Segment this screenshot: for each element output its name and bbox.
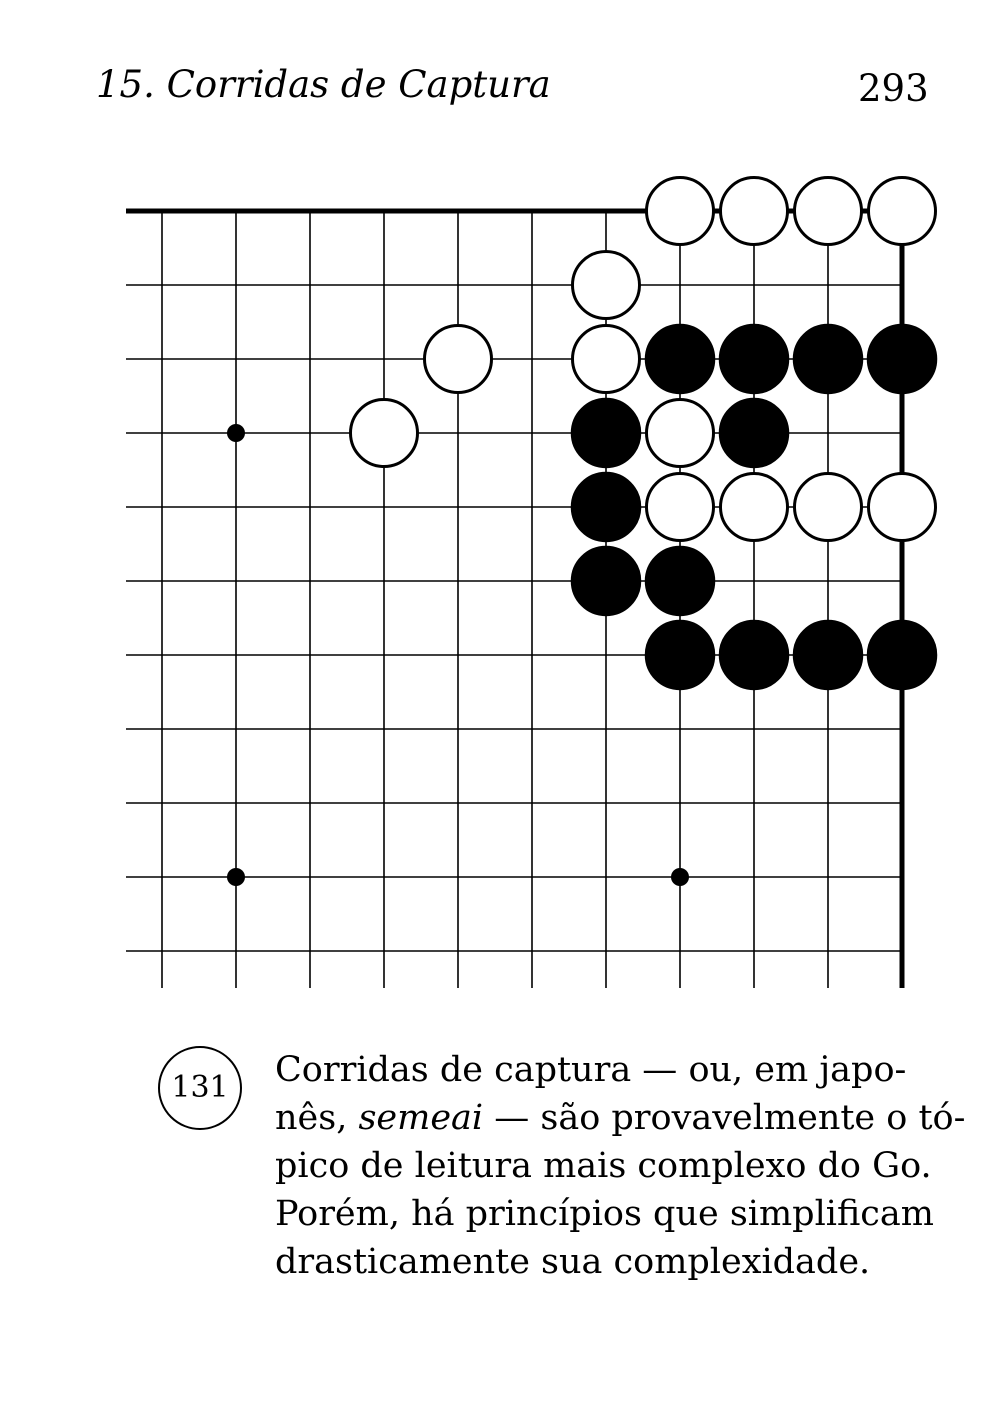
white-stone (867, 472, 937, 542)
black-stone (570, 545, 642, 617)
white-stone (349, 398, 419, 468)
caption-line: Corridas de captura — ou, em japo- (275, 1050, 907, 1090)
running-title: 15. Corridas de Captura (96, 63, 551, 106)
black-stone (792, 323, 864, 395)
white-stone (867, 176, 937, 246)
hoshi-point (227, 868, 245, 886)
white-stone (793, 472, 863, 542)
caption-text: — são provavelmente o tó- (483, 1098, 966, 1138)
caption-emphasis: semeai (358, 1098, 484, 1138)
page-number: 293 (858, 67, 929, 110)
white-stone (645, 176, 715, 246)
black-stone (718, 323, 790, 395)
black-stone (718, 619, 790, 691)
caption-line: Porém, há princípios que simplificam (275, 1194, 934, 1234)
white-stone (719, 176, 789, 246)
white-stone (571, 324, 641, 394)
hoshi-point (227, 424, 245, 442)
white-stone (793, 176, 863, 246)
black-stone (866, 619, 938, 691)
black-stone (718, 397, 790, 469)
hoshi-point (671, 868, 689, 886)
white-stone (423, 324, 493, 394)
black-stone (644, 619, 716, 691)
black-stone (792, 619, 864, 691)
caption-line: drasticamente sua complexidade. (275, 1242, 871, 1282)
go-board-diagram (126, 176, 938, 988)
caption-line: nês, semeai — são provavelmente o tó- (275, 1094, 965, 1142)
white-stone (645, 398, 715, 468)
diagram-caption: Corridas de captura — ou, em japo- nês, … (275, 1046, 965, 1286)
caption-text: nês, (275, 1098, 359, 1138)
black-stone (570, 397, 642, 469)
caption-line: pico de leitura mais complexo do Go. (275, 1146, 932, 1186)
black-stone (866, 323, 938, 395)
white-stone (645, 472, 715, 542)
black-stone (644, 545, 716, 617)
white-stone (571, 250, 641, 320)
black-stone (644, 323, 716, 395)
black-stone (570, 471, 642, 543)
diagram-number-badge: 131 (158, 1046, 242, 1130)
white-stone (719, 472, 789, 542)
